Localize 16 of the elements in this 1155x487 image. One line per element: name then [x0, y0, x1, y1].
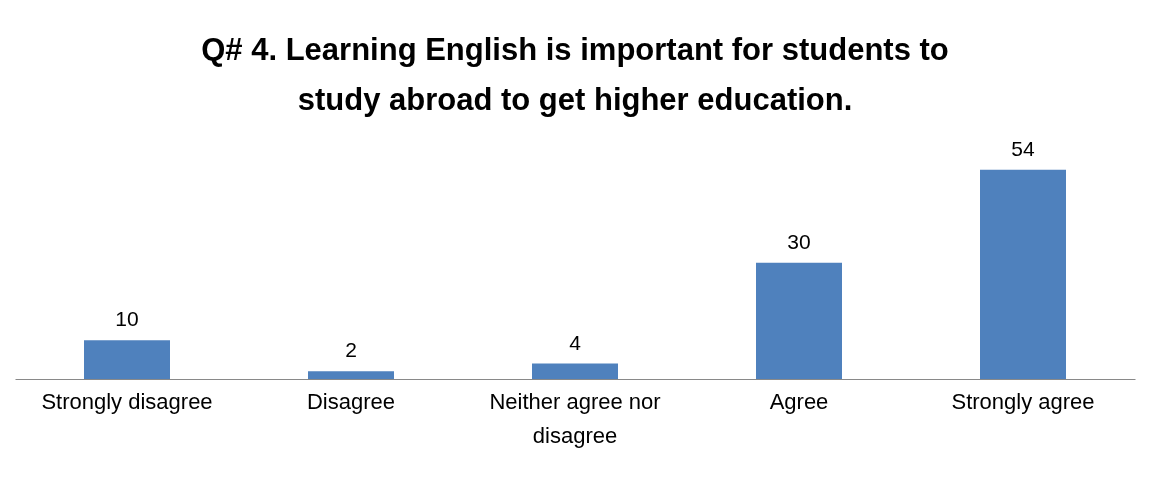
x-tick-label: Strongly disagree: [41, 388, 213, 414]
x-tick-label: Neither agree nor disagree: [489, 388, 661, 448]
chart-title: Q# 4. Learning English is important for students to study abroad to get higher education.: [201, 31, 949, 117]
x-tick-label: Strongly agree: [951, 388, 1095, 414]
bar: [84, 340, 170, 379]
data-label: 30: [787, 229, 811, 253]
bar: [756, 262, 842, 379]
bar: [980, 169, 1066, 379]
data-label: 54: [1011, 136, 1035, 160]
bar: [532, 363, 618, 379]
x-tick-label: Agree: [769, 388, 829, 414]
data-label: 10: [115, 307, 139, 331]
bar: [308, 371, 394, 379]
x-tick-label: Disagree: [306, 388, 396, 414]
data-label: 2: [345, 338, 357, 362]
data-label: 4: [569, 330, 582, 354]
